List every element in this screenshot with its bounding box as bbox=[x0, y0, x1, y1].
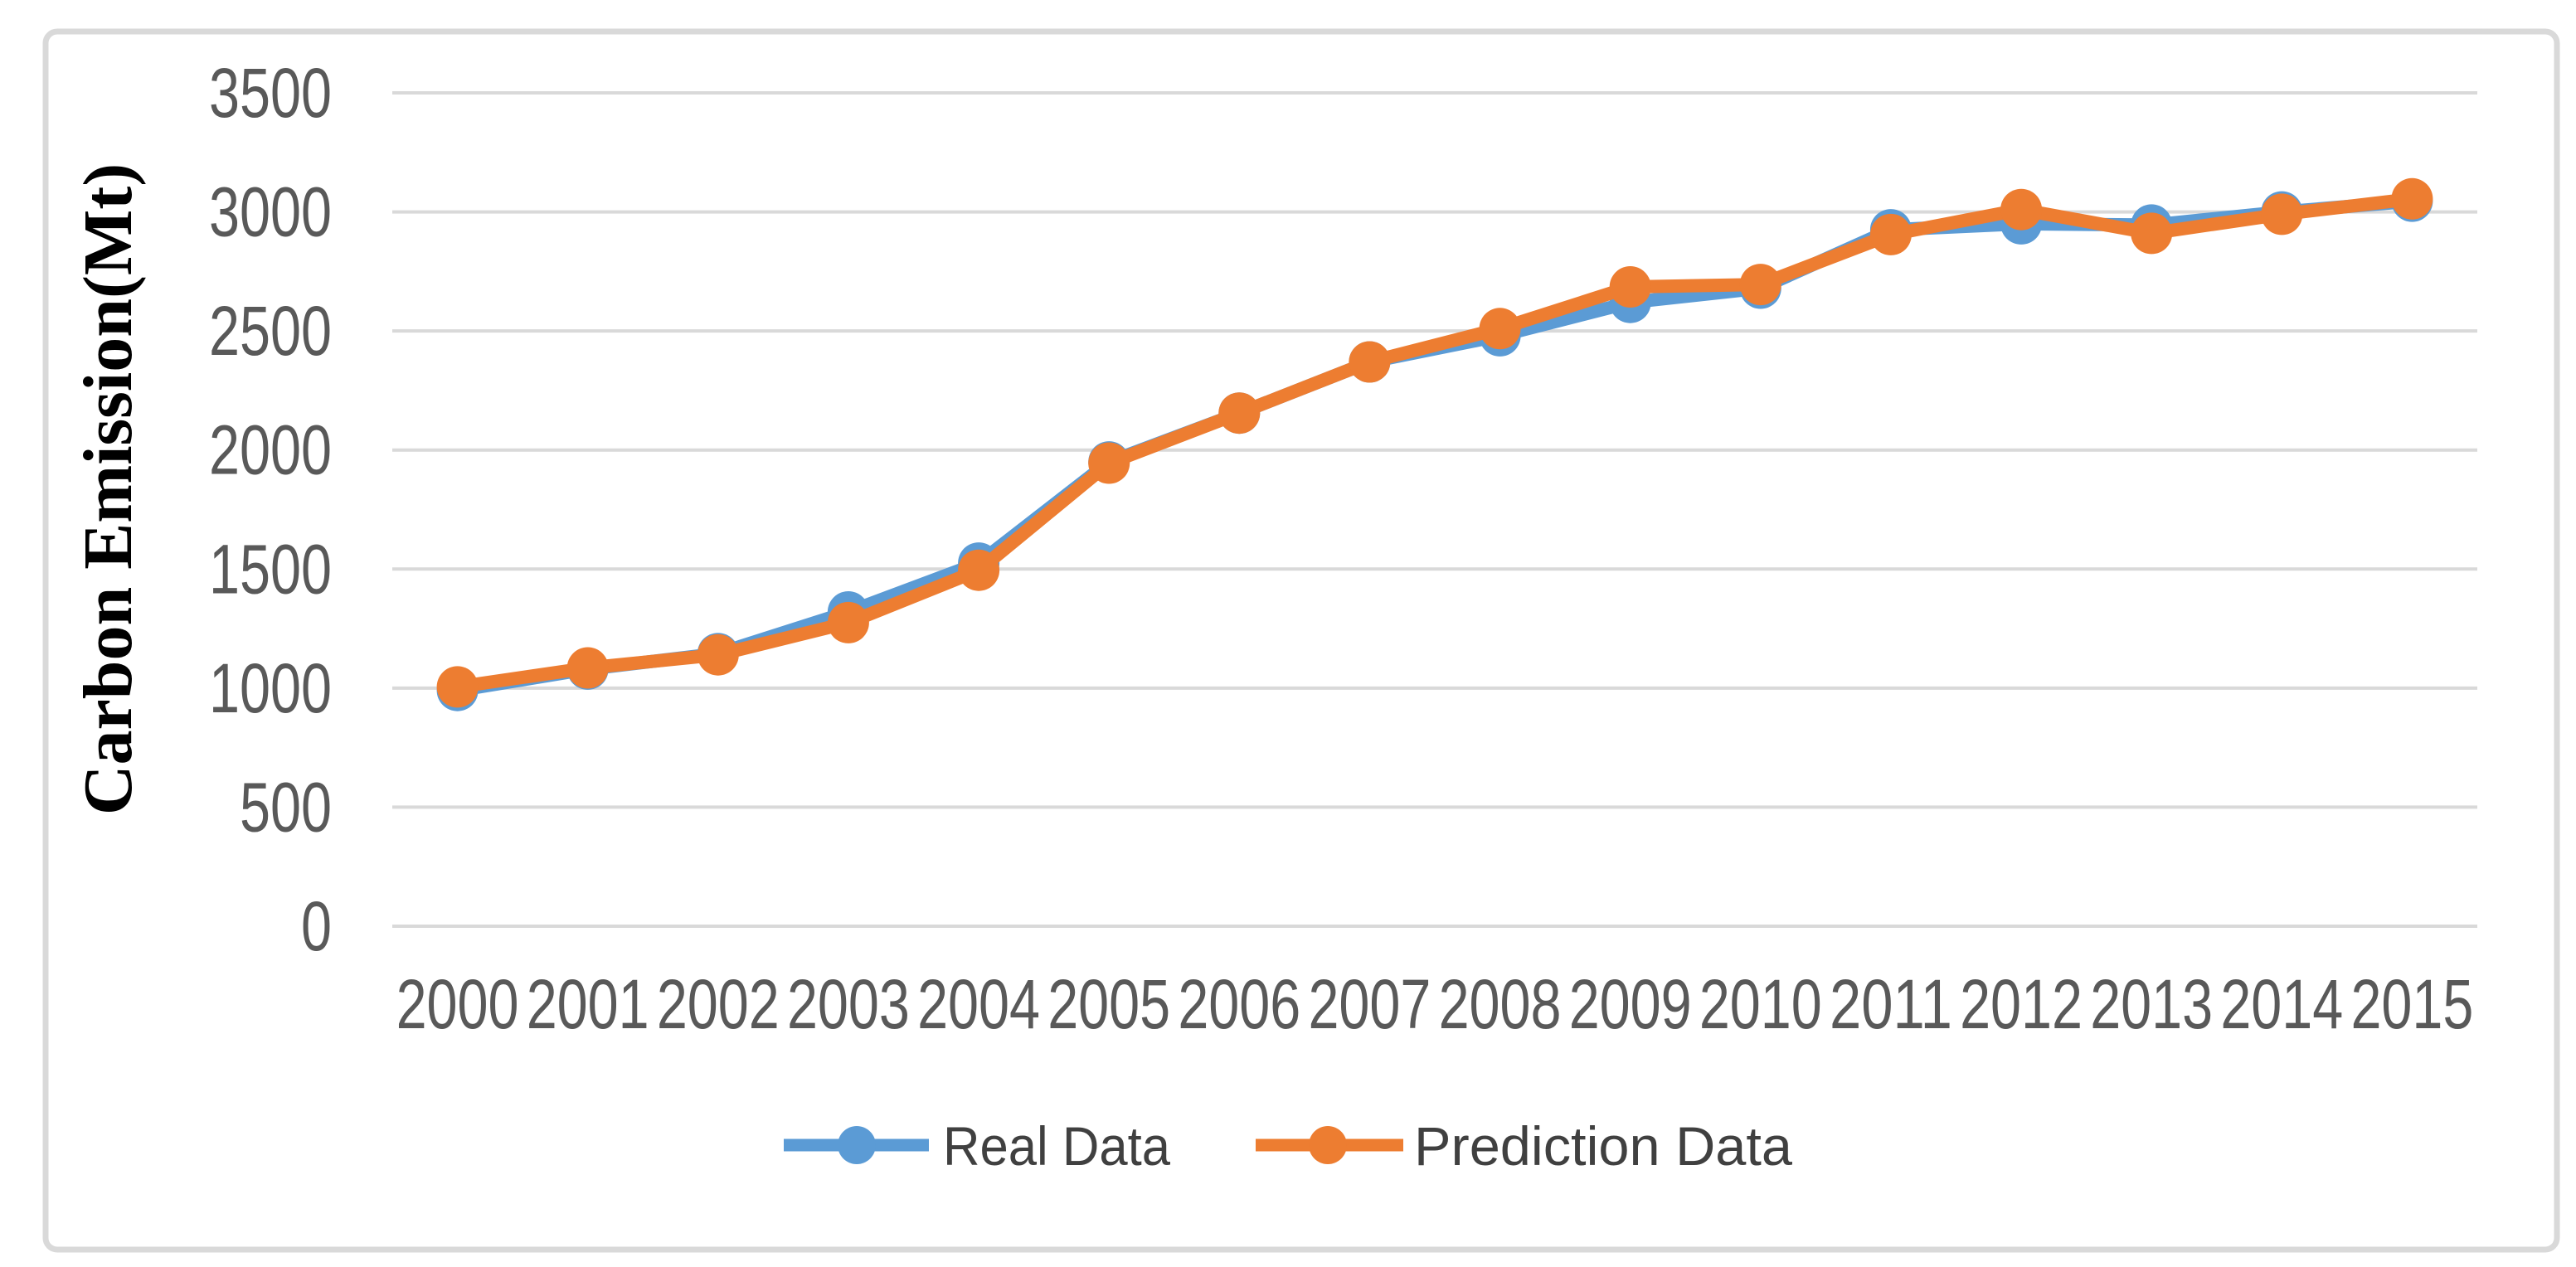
y-axis-title: Carbon Emission(Mt) bbox=[70, 163, 147, 815]
y-tick-label-0: 0 bbox=[301, 887, 332, 965]
x-tick-label-2003: 2003 bbox=[787, 965, 910, 1043]
data-point-prediction-data-2014 bbox=[2261, 193, 2303, 235]
data-point-prediction-data-2013 bbox=[2131, 212, 2173, 255]
legend-item-prediction-data: Prediction Data bbox=[1256, 1115, 1792, 1177]
data-point-prediction-data-2007 bbox=[1349, 341, 1391, 383]
data-point-prediction-data-2003 bbox=[827, 601, 869, 643]
data-point-prediction-data-2010 bbox=[1739, 264, 1781, 306]
data-point-prediction-data-2015 bbox=[2391, 177, 2433, 220]
y-tick-label-500: 500 bbox=[240, 768, 332, 846]
data-point-prediction-data-2001 bbox=[566, 647, 609, 689]
legend-item-real-data: Real Data bbox=[784, 1115, 1170, 1177]
data-point-prediction-data-2008 bbox=[1479, 308, 1521, 350]
y-tick-label-2500: 2500 bbox=[209, 292, 332, 370]
data-point-prediction-data-2002 bbox=[697, 634, 739, 676]
x-tick-label-2001: 2001 bbox=[527, 965, 649, 1043]
x-tick-label-2012: 2012 bbox=[1960, 965, 2083, 1043]
gridlines-layer bbox=[392, 91, 2477, 928]
series-line-real-data bbox=[450, 194, 2419, 697]
x-tick-label-2006: 2006 bbox=[1178, 965, 1300, 1043]
y-tick-label-3000: 3000 bbox=[209, 173, 332, 251]
x-tick-label-2009: 2009 bbox=[1569, 965, 1692, 1043]
data-point-prediction-data-2006 bbox=[1218, 392, 1261, 434]
y-tick-label-1000: 1000 bbox=[209, 649, 332, 727]
series-line-prediction-data bbox=[450, 192, 2419, 694]
data-point-prediction-data-2000 bbox=[436, 666, 479, 708]
x-tick-label-2007: 2007 bbox=[1308, 965, 1431, 1043]
x-tick-label-2014: 2014 bbox=[2220, 965, 2343, 1043]
x-tick-label-2005: 2005 bbox=[1047, 965, 1170, 1043]
y-axis-tick-labels: 0 500 1000 1500 2000 2500 3000 3500 bbox=[209, 54, 332, 965]
y-tick-label-1500: 1500 bbox=[209, 530, 332, 608]
chart-border bbox=[42, 28, 2560, 1253]
data-point-prediction-data-2012 bbox=[2000, 188, 2043, 231]
legend: Real Data Prediction Data bbox=[784, 1115, 1792, 1177]
legend-marker-real-data-icon bbox=[838, 1126, 876, 1164]
data-point-prediction-data-2009 bbox=[1609, 266, 1651, 308]
data-point-prediction-data-2004 bbox=[958, 549, 1000, 591]
x-tick-label-2011: 2011 bbox=[1830, 965, 1952, 1043]
x-tick-label-2004: 2004 bbox=[917, 965, 1040, 1043]
data-point-prediction-data-2011 bbox=[1869, 213, 1912, 255]
x-tick-label-2010: 2010 bbox=[1699, 965, 1822, 1043]
x-tick-label-2013: 2013 bbox=[2090, 965, 2213, 1043]
x-axis-tick-labels: 2000 2001 2002 2003 2004 2005 2006 2007 2008 2009… bbox=[396, 965, 2474, 1043]
legend-label-prediction-data: Prediction Data bbox=[1414, 1115, 1792, 1177]
data-point-prediction-data-2005 bbox=[1088, 442, 1130, 484]
legend-label-real-data: Real Data bbox=[943, 1115, 1170, 1177]
series-layer bbox=[436, 177, 2433, 711]
x-tick-label-2000: 2000 bbox=[396, 965, 519, 1043]
y-tick-label-2000: 2000 bbox=[209, 411, 332, 489]
x-tick-label-2008: 2008 bbox=[1439, 965, 1562, 1043]
y-tick-label-3500: 3500 bbox=[209, 54, 332, 132]
legend-marker-prediction-data-icon bbox=[1309, 1126, 1347, 1164]
x-tick-label-2002: 2002 bbox=[657, 965, 780, 1043]
x-tick-label-2015: 2015 bbox=[2350, 965, 2473, 1043]
